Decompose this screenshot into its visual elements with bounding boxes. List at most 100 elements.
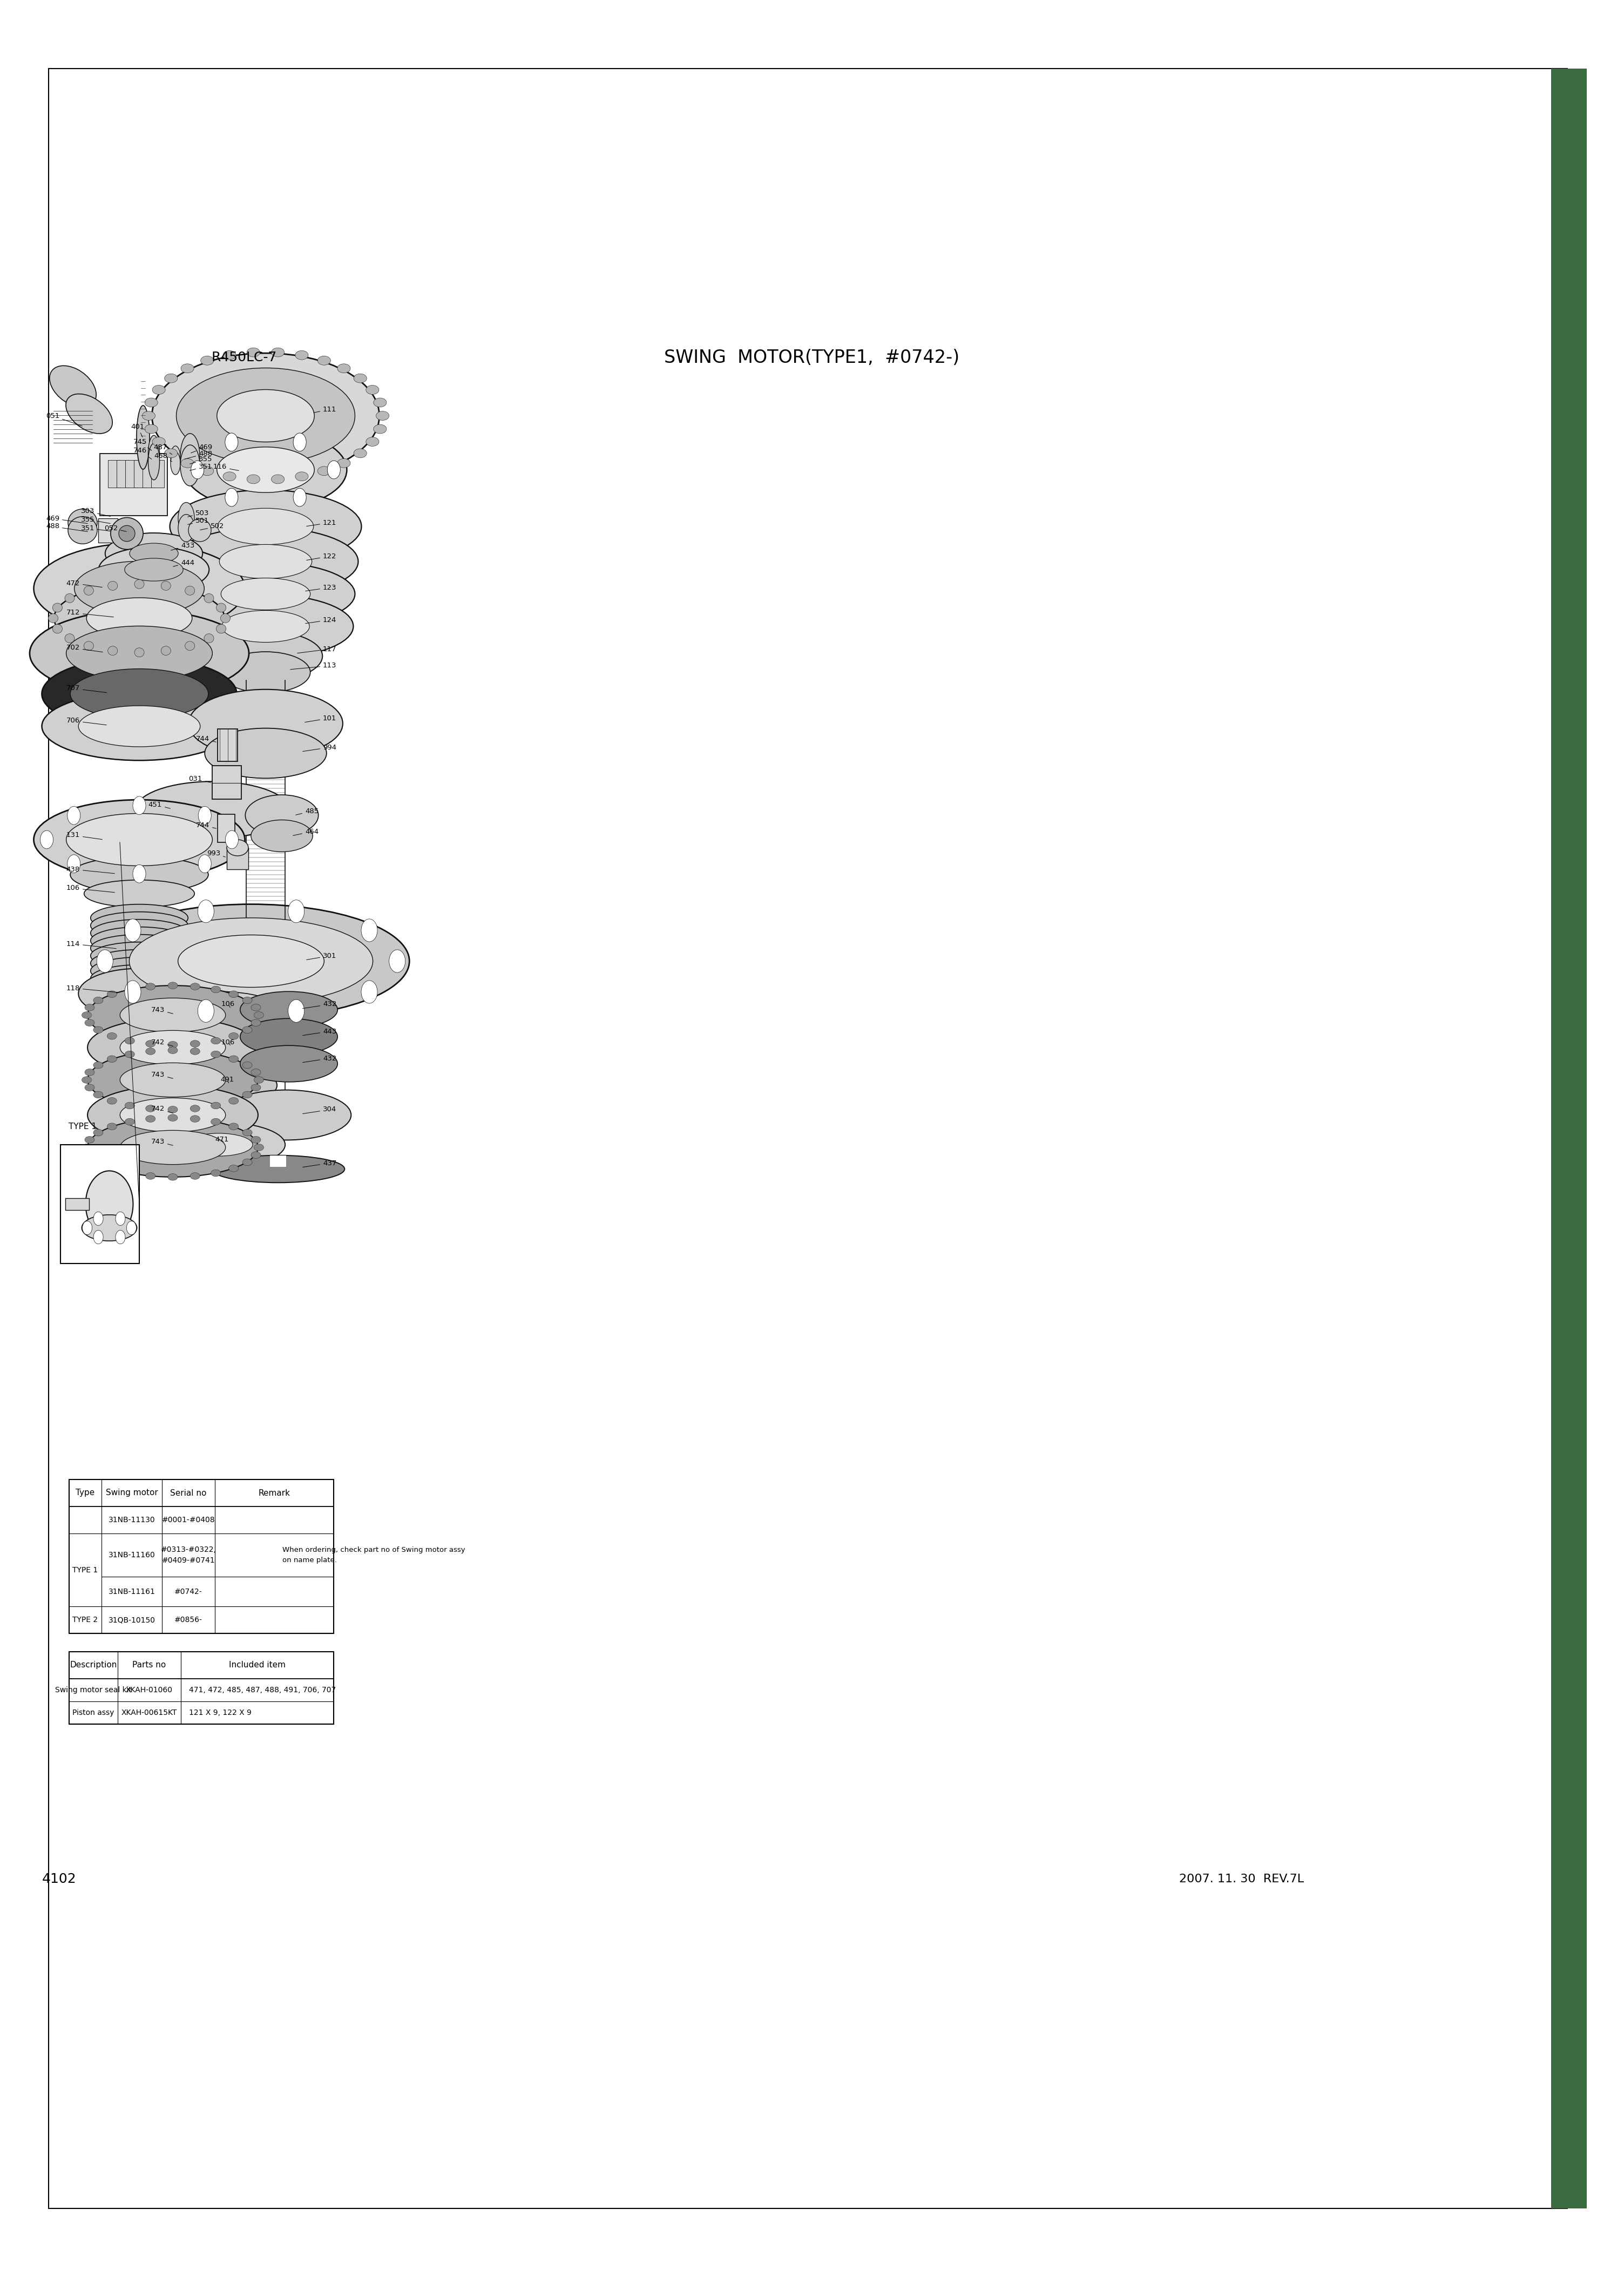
Ellipse shape: [146, 1104, 156, 1111]
Bar: [213, 765, 242, 799]
Text: 31QB-10150: 31QB-10150: [109, 1617, 156, 1624]
Ellipse shape: [88, 1086, 258, 1145]
Text: 121 X 9, 122 X 9: 121 X 9, 122 X 9: [188, 1708, 252, 1717]
Text: 355: 355: [190, 455, 213, 465]
Text: Piston assy: Piston assy: [73, 1708, 114, 1717]
Ellipse shape: [179, 503, 195, 535]
Circle shape: [41, 831, 54, 849]
Ellipse shape: [377, 412, 390, 421]
Text: TYPE 2: TYPE 2: [73, 1617, 97, 1624]
Ellipse shape: [221, 615, 231, 624]
Text: TYPE 1: TYPE 1: [73, 1567, 97, 1573]
Text: When ordering, check part no of Swing motor assy: When ordering, check part no of Swing mo…: [283, 1546, 464, 1553]
Text: 702: 702: [67, 644, 102, 651]
Text: 351: 351: [81, 524, 110, 531]
Ellipse shape: [106, 533, 203, 574]
Circle shape: [198, 854, 211, 872]
Circle shape: [390, 950, 406, 972]
Circle shape: [294, 487, 307, 505]
Ellipse shape: [120, 1031, 226, 1066]
Ellipse shape: [145, 398, 158, 408]
Ellipse shape: [252, 1068, 261, 1075]
Ellipse shape: [143, 412, 156, 421]
Ellipse shape: [42, 692, 237, 761]
Bar: [218, 815, 235, 842]
Circle shape: [83, 1220, 93, 1234]
Ellipse shape: [34, 542, 245, 633]
Ellipse shape: [218, 389, 315, 442]
Ellipse shape: [34, 799, 245, 879]
Ellipse shape: [179, 594, 354, 658]
Text: 469: 469: [192, 444, 213, 453]
Bar: [109, 460, 122, 487]
Ellipse shape: [158, 1029, 279, 1066]
Ellipse shape: [145, 424, 158, 433]
Ellipse shape: [167, 1047, 177, 1054]
Ellipse shape: [153, 385, 166, 394]
Ellipse shape: [211, 1052, 221, 1059]
Text: Serial no: Serial no: [171, 1489, 206, 1496]
Ellipse shape: [171, 446, 180, 469]
Text: 485: 485: [296, 808, 318, 815]
Ellipse shape: [180, 433, 200, 478]
Ellipse shape: [81, 1011, 91, 1018]
Ellipse shape: [130, 918, 374, 1004]
Text: TYPE 1: TYPE 1: [68, 1123, 97, 1132]
Text: Swing motor seal kit: Swing motor seal kit: [55, 1687, 132, 1694]
Text: 303: 303: [81, 508, 110, 517]
Circle shape: [94, 1211, 104, 1225]
Ellipse shape: [153, 437, 166, 446]
Ellipse shape: [88, 1050, 258, 1109]
Ellipse shape: [240, 990, 338, 1027]
Ellipse shape: [84, 585, 94, 594]
Text: Swing motor: Swing motor: [106, 1489, 158, 1496]
Ellipse shape: [107, 1166, 117, 1173]
Ellipse shape: [88, 1118, 258, 1177]
Bar: [227, 847, 248, 870]
Ellipse shape: [130, 544, 179, 565]
Circle shape: [67, 854, 80, 872]
Circle shape: [125, 981, 141, 1004]
Circle shape: [287, 899, 304, 922]
Ellipse shape: [221, 651, 310, 692]
Ellipse shape: [107, 581, 117, 590]
Ellipse shape: [84, 1084, 94, 1091]
Ellipse shape: [70, 669, 208, 720]
Ellipse shape: [91, 943, 188, 970]
Ellipse shape: [67, 394, 112, 433]
Ellipse shape: [190, 1173, 200, 1179]
Circle shape: [97, 950, 114, 972]
Circle shape: [287, 1000, 304, 1022]
Circle shape: [226, 487, 239, 505]
Text: 131: 131: [67, 831, 102, 840]
Ellipse shape: [252, 1136, 261, 1143]
Ellipse shape: [135, 781, 289, 838]
Text: 472: 472: [67, 581, 102, 587]
Ellipse shape: [167, 981, 177, 988]
Ellipse shape: [222, 471, 235, 480]
Ellipse shape: [125, 558, 184, 581]
Ellipse shape: [221, 1091, 351, 1141]
Ellipse shape: [201, 355, 214, 364]
Ellipse shape: [93, 1061, 102, 1068]
Text: 471: 471: [214, 1136, 229, 1143]
Text: 742: 742: [151, 1107, 172, 1113]
Text: 122: 122: [307, 553, 336, 560]
Ellipse shape: [247, 348, 260, 357]
Circle shape: [198, 1000, 214, 1022]
Ellipse shape: [91, 911, 188, 938]
Ellipse shape: [190, 1041, 200, 1047]
Text: 31NB-11160: 31NB-11160: [109, 1551, 156, 1560]
Bar: [117, 460, 130, 487]
Ellipse shape: [227, 840, 248, 856]
Ellipse shape: [240, 1045, 338, 1082]
Ellipse shape: [201, 467, 214, 476]
Bar: [1551, 68, 1587, 2209]
Ellipse shape: [229, 1057, 239, 1063]
Text: 469: 469: [45, 515, 88, 524]
Ellipse shape: [54, 585, 224, 653]
Text: 743: 743: [151, 1138, 172, 1145]
Ellipse shape: [164, 373, 177, 383]
Bar: [133, 460, 146, 487]
Ellipse shape: [211, 1154, 344, 1182]
